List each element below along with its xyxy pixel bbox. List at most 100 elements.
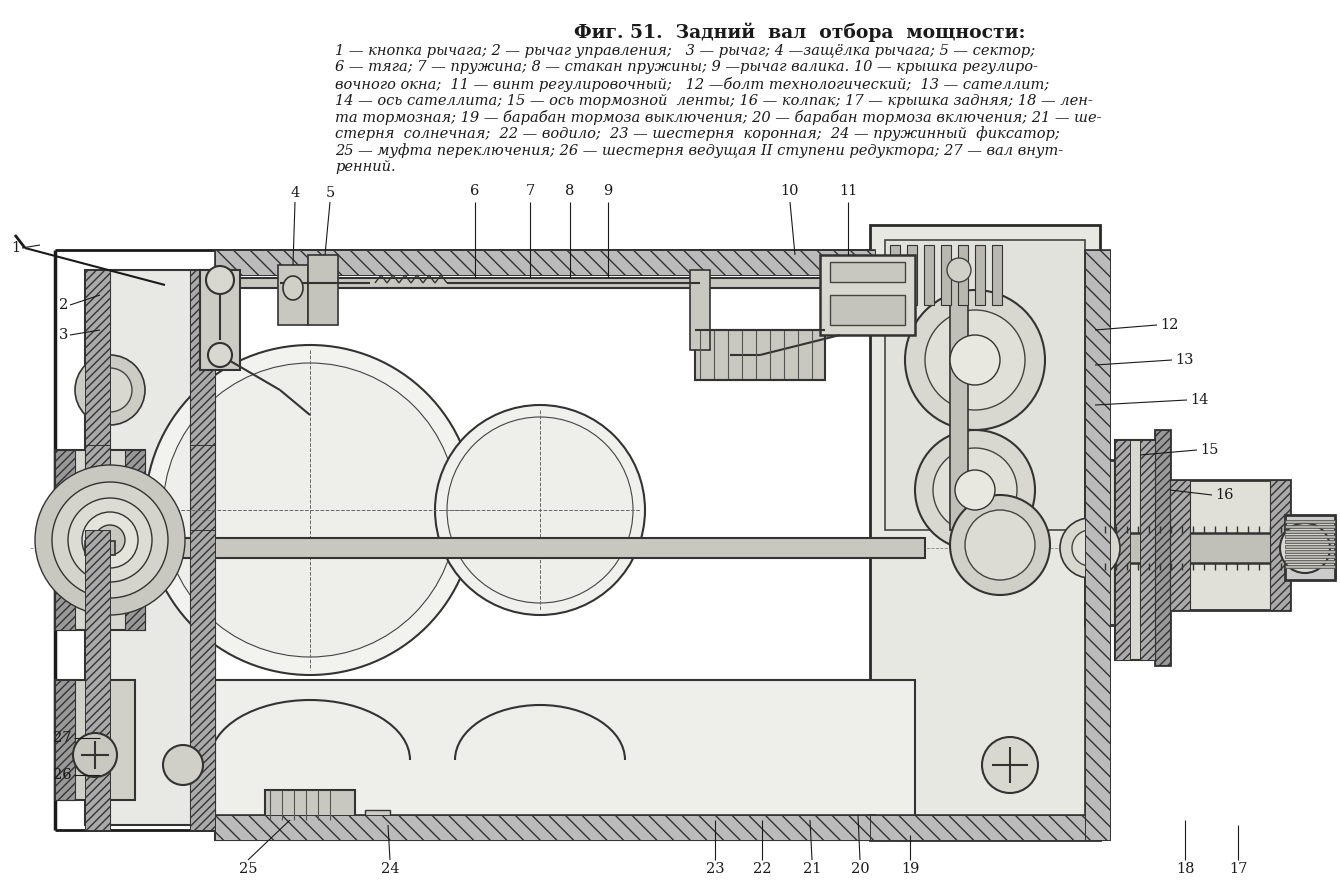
Bar (1085, 250, 1110, 840)
Bar (695, 330, 825, 380)
Bar (1285, 565, 1335, 568)
Bar (55, 450, 145, 630)
Bar (1085, 460, 1100, 625)
Ellipse shape (955, 470, 996, 510)
Ellipse shape (933, 448, 1017, 532)
Bar (1085, 250, 1110, 840)
Bar (15, 195, 1315, 880)
Bar (1115, 440, 1155, 660)
Bar (1285, 550, 1335, 553)
Bar (308, 255, 338, 325)
Bar (950, 260, 967, 530)
Bar (214, 250, 875, 275)
Bar (1270, 480, 1290, 610)
Text: 6: 6 (470, 184, 480, 198)
Bar (976, 245, 985, 305)
Ellipse shape (982, 737, 1038, 793)
Ellipse shape (947, 258, 972, 282)
Bar (214, 815, 875, 840)
Bar (214, 815, 875, 840)
Ellipse shape (35, 465, 185, 615)
Ellipse shape (80, 510, 139, 570)
Bar (84, 538, 925, 558)
Ellipse shape (95, 525, 125, 555)
Text: 26: 26 (54, 768, 72, 782)
Bar (277, 265, 308, 325)
Bar (190, 270, 214, 445)
Ellipse shape (163, 363, 457, 657)
Text: 5: 5 (326, 186, 335, 200)
Text: 20: 20 (851, 862, 870, 876)
Bar (200, 270, 240, 370)
Bar (1285, 520, 1335, 523)
Bar (190, 530, 214, 830)
Text: 1 — кнопка рычага; 2 — рычаг управления;   3 — рычаг; 4 —защёлка рычага; 5 — сек: 1 — кнопка рычага; 2 — рычаг управления;… (335, 44, 1034, 58)
Text: 25 — муфта переключения; 26 — шестерня ведущая II ступени редуктора; 27 — вал вн: 25 — муфта переключения; 26 — шестерня в… (335, 143, 1063, 158)
Text: 14 — ось сателлита; 15 — ось тормозной  ленты; 16 — колпак; 17 — крышка задняя; : 14 — ось сателлита; 15 — ось тормозной л… (335, 94, 1093, 108)
Ellipse shape (965, 510, 1034, 580)
Bar (1285, 540, 1335, 543)
Ellipse shape (68, 498, 151, 582)
Bar (214, 250, 875, 275)
Ellipse shape (1060, 518, 1120, 578)
Bar (84, 270, 110, 825)
Bar (1290, 520, 1335, 577)
Bar (1170, 480, 1290, 610)
Bar (992, 245, 1002, 305)
Bar (1100, 533, 1320, 563)
Bar (214, 680, 915, 840)
Text: та тормозная; 19 — барабан тормоза выключения; 20 — барабан тормоза включения; 2: та тормозная; 19 — барабан тормоза выклю… (335, 110, 1101, 125)
Text: 10: 10 (781, 184, 799, 198)
Text: 15: 15 (1201, 443, 1218, 457)
Text: 27: 27 (54, 731, 72, 745)
Bar (1115, 440, 1130, 660)
Text: 4: 4 (291, 186, 300, 200)
Bar (870, 225, 1100, 840)
Bar (55, 680, 135, 800)
Text: 21: 21 (803, 862, 821, 876)
Ellipse shape (75, 355, 145, 425)
Ellipse shape (950, 495, 1051, 595)
Bar (820, 255, 915, 335)
Text: 11: 11 (839, 184, 858, 198)
Bar (1085, 460, 1155, 625)
Bar (870, 815, 1100, 840)
Bar (55, 680, 75, 800)
Bar (1155, 430, 1170, 665)
Ellipse shape (905, 290, 1045, 430)
Bar (925, 245, 934, 305)
Bar (1140, 460, 1155, 625)
Bar (870, 815, 1100, 840)
Bar (690, 270, 710, 350)
Bar (1285, 555, 1335, 558)
Text: 17: 17 (1229, 862, 1248, 876)
Bar (265, 790, 355, 820)
Bar (1285, 535, 1335, 538)
Text: ренний.: ренний. (335, 160, 395, 174)
Ellipse shape (145, 345, 474, 675)
Ellipse shape (208, 343, 232, 367)
Text: 12: 12 (1160, 318, 1178, 332)
Bar (1170, 480, 1190, 610)
Ellipse shape (1280, 523, 1331, 573)
Text: 2: 2 (59, 298, 68, 312)
Text: 22: 22 (753, 862, 772, 876)
Ellipse shape (88, 368, 133, 412)
Text: 18: 18 (1175, 862, 1194, 876)
Ellipse shape (163, 745, 202, 785)
Ellipse shape (206, 266, 234, 294)
Ellipse shape (283, 276, 303, 300)
Bar (84, 270, 214, 825)
Ellipse shape (52, 482, 168, 598)
Bar (1285, 560, 1335, 563)
Ellipse shape (1072, 530, 1108, 566)
Text: 19: 19 (900, 862, 919, 876)
Bar (1285, 530, 1335, 533)
Ellipse shape (915, 430, 1034, 550)
Ellipse shape (66, 495, 155, 585)
Bar (364, 810, 390, 825)
Text: 14: 14 (1190, 393, 1209, 407)
Ellipse shape (448, 417, 632, 603)
Ellipse shape (436, 405, 645, 615)
Text: 8: 8 (565, 184, 575, 198)
